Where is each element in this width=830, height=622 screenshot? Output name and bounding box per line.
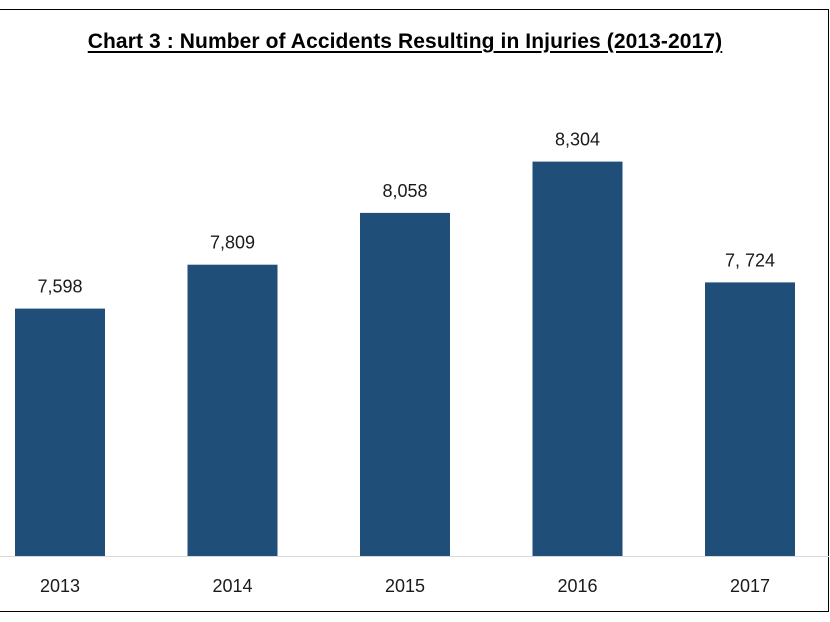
x-tick-label-2015: 2015 bbox=[385, 576, 425, 596]
data-labels-group: 7,598 7,809 8,058 8,304 7, 724 bbox=[37, 130, 775, 297]
bar-2015 bbox=[360, 212, 450, 556]
bar-2017 bbox=[705, 282, 795, 556]
bar-2014 bbox=[187, 264, 278, 556]
x-tick-labels-group: 2013 2014 2015 2016 2017 bbox=[40, 576, 770, 596]
data-label-2014: 7,809 bbox=[210, 233, 255, 253]
data-label-2016: 8,304 bbox=[555, 130, 600, 150]
data-label-2017: 7, 724 bbox=[725, 250, 775, 270]
data-label-2015: 8,058 bbox=[382, 181, 427, 201]
chart-title: Chart 3 : Number of Accidents Resulting … bbox=[87, 30, 723, 53]
bars-group bbox=[15, 161, 795, 556]
x-tick-label-2014: 2014 bbox=[212, 576, 252, 596]
data-label-2013: 7,598 bbox=[37, 277, 82, 297]
bar-2013 bbox=[15, 308, 105, 556]
x-tick-label-2017: 2017 bbox=[730, 576, 770, 596]
x-tick-label-2013: 2013 bbox=[40, 576, 80, 596]
bar-2016 bbox=[532, 161, 623, 556]
x-tick-label-2016: 2016 bbox=[557, 576, 597, 596]
chart-frame bbox=[0, 9, 829, 612]
